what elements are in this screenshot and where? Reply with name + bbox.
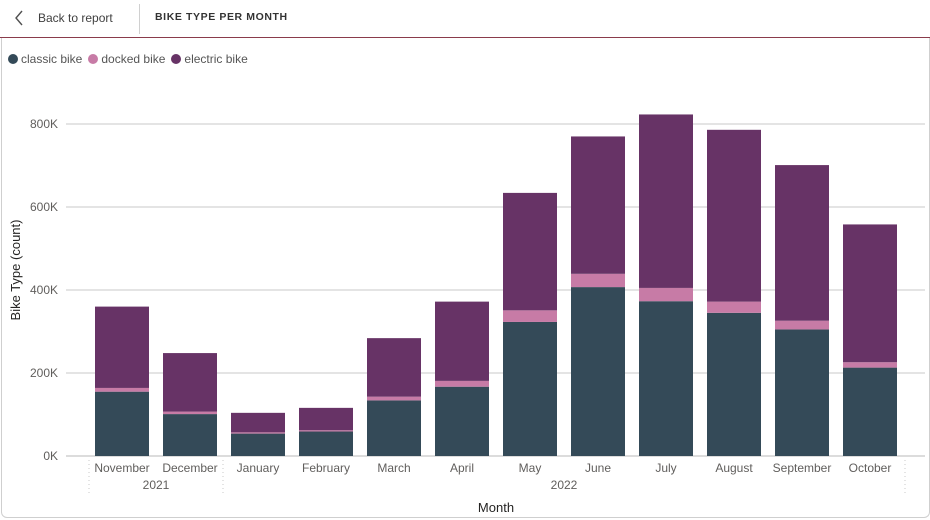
bar-docked-bike-may[interactable] (503, 310, 557, 322)
bar-classic-bike-november[interactable] (95, 391, 149, 456)
bar-classic-bike-june[interactable] (571, 287, 625, 456)
bar-electric-bike-march[interactable] (367, 338, 421, 397)
bar-electric-bike-june[interactable] (571, 136, 625, 274)
bar-docked-bike-february[interactable] (299, 430, 353, 432)
chevron-left-icon (14, 10, 24, 26)
bar-docked-bike-august[interactable] (707, 301, 761, 313)
back-to-report-button[interactable]: Back to report (14, 8, 113, 28)
y-axis-title: Bike Type (count) (8, 220, 23, 321)
legend-marker-electric (171, 54, 182, 64)
bar-electric-bike-september[interactable] (775, 165, 829, 321)
bar-docked-bike-december[interactable] (163, 411, 217, 415)
year-group-label: 2022 (551, 478, 578, 492)
bar-docked-bike-march[interactable] (367, 396, 421, 401)
x-axis-title: Month (478, 500, 514, 515)
bar-electric-bike-november[interactable] (95, 306, 149, 388)
bar-docked-bike-january[interactable] (231, 432, 285, 434)
bar-classic-bike-may[interactable] (503, 321, 557, 456)
x-tick-label: November (94, 461, 149, 475)
top-bar: Back to report BIKE TYPE PER MONTH (0, 0, 930, 38)
bar-classic-bike-february[interactable] (299, 431, 353, 456)
bar-electric-bike-december[interactable] (163, 353, 217, 412)
x-tick-label: April (450, 461, 474, 475)
bar-docked-bike-october[interactable] (843, 362, 897, 368)
x-tick-label: June (585, 461, 611, 475)
bar-docked-bike-april[interactable] (435, 380, 489, 387)
legend-label-classic: classic bike (21, 52, 83, 66)
x-tick-label: September (773, 461, 832, 475)
bar-classic-bike-august[interactable] (707, 312, 761, 456)
x-tick-label: March (377, 461, 410, 475)
bar-electric-bike-october[interactable] (843, 224, 897, 363)
bar-classic-bike-december[interactable] (163, 414, 217, 456)
bar-electric-bike-august[interactable] (707, 129, 761, 302)
page-title: BIKE TYPE PER MONTH (155, 11, 288, 23)
legend-marker-docked (88, 54, 99, 64)
bar-electric-bike-february[interactable] (299, 407, 353, 431)
bar-electric-bike-april[interactable] (435, 301, 489, 381)
header-divider (139, 4, 140, 34)
bar-docked-bike-june[interactable] (571, 273, 625, 288)
bar-classic-bike-september[interactable] (775, 329, 829, 456)
bar-electric-bike-may[interactable] (503, 192, 557, 311)
legend-label-docked: docked bike (101, 52, 166, 66)
x-tick-label: May (519, 461, 542, 475)
back-label: Back to report (38, 11, 113, 25)
bar-electric-bike-january[interactable] (231, 412, 285, 433)
y-tick-label: 0K (43, 449, 58, 463)
x-tick-label: February (302, 461, 350, 475)
x-tick-label: December (162, 461, 217, 475)
chart-legend: classic bike docked bike electric bike (8, 52, 254, 66)
bar-docked-bike-november[interactable] (95, 387, 149, 392)
bar-docked-bike-september[interactable] (775, 320, 829, 330)
x-tick-label: August (715, 461, 753, 475)
bar-classic-bike-january[interactable] (231, 433, 285, 456)
y-tick-label: 400K (30, 283, 58, 297)
y-tick-label: 600K (30, 200, 58, 214)
legend-label-electric: electric bike (184, 52, 248, 66)
y-tick-label: 200K (30, 366, 58, 380)
bar-electric-bike-july[interactable] (639, 114, 693, 288)
legend-item-docked-bike[interactable]: docked bike (88, 52, 165, 66)
x-tick-label: October (849, 461, 892, 475)
bar-docked-bike-july[interactable] (639, 287, 693, 302)
legend-item-electric-bike[interactable]: electric bike (171, 52, 248, 66)
bar-classic-bike-march[interactable] (367, 400, 421, 456)
bar-classic-bike-april[interactable] (435, 386, 489, 456)
year-group-label: 2021 (143, 478, 170, 492)
y-tick-label: 800K (30, 117, 58, 131)
legend-marker-classic (8, 54, 18, 64)
x-tick-label: July (655, 461, 676, 475)
bar-classic-bike-july[interactable] (639, 301, 693, 456)
x-tick-label: January (237, 461, 280, 475)
bar-classic-bike-october[interactable] (843, 367, 897, 456)
legend-item-classic-bike[interactable]: classic bike (8, 52, 82, 66)
